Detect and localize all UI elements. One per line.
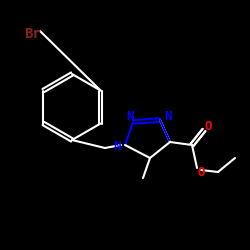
Text: N: N [164,110,172,124]
Text: Br: Br [24,27,41,41]
Text: N: N [126,110,134,122]
Text: O: O [197,166,205,178]
Text: N: N [113,140,121,153]
Text: O: O [204,120,212,132]
